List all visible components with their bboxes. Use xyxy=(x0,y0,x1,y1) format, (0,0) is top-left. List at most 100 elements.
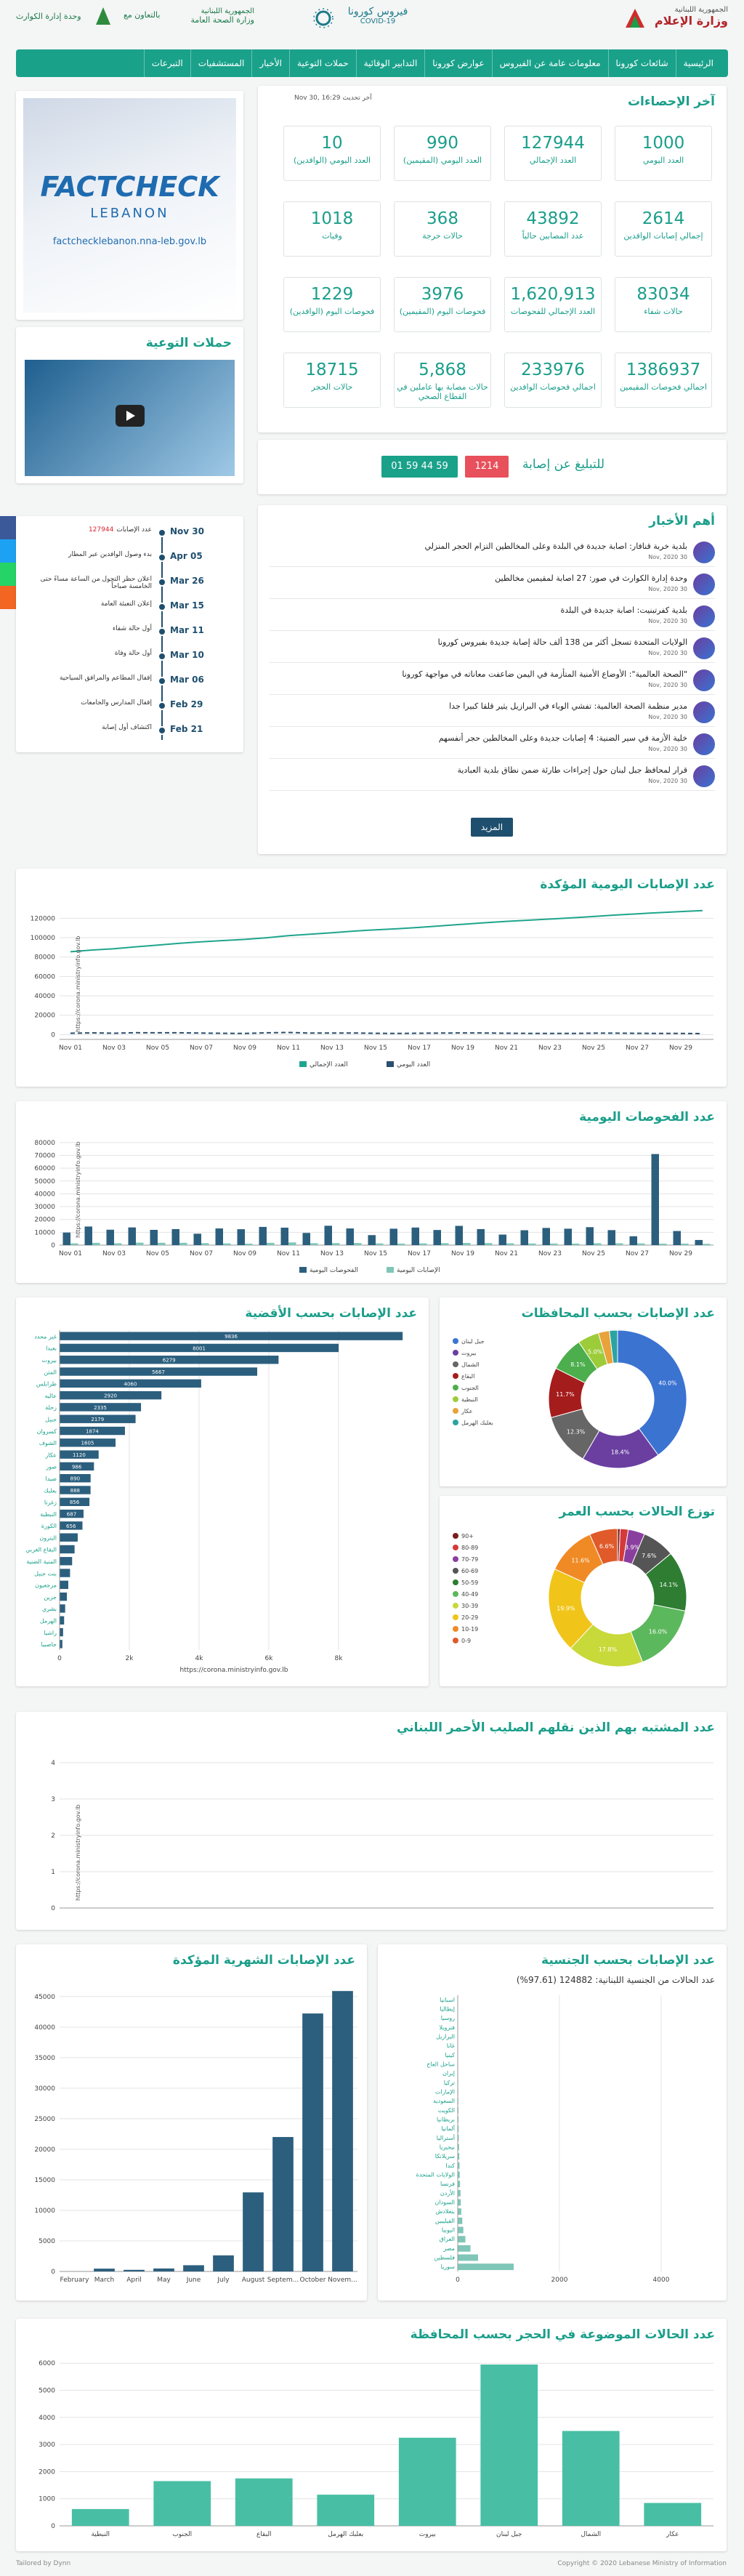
bar xyxy=(60,1569,70,1577)
cooperation: بالتعاون مع xyxy=(124,10,161,20)
nav-item[interactable]: التبرعات xyxy=(143,49,190,77)
nav-item[interactable]: الأخبار xyxy=(251,49,289,77)
news-item[interactable]: وحدة إدارة الكوارث في صور: 27 اصابة لمقي… xyxy=(270,572,715,599)
legend-swatch xyxy=(387,1061,394,1067)
bar xyxy=(458,2208,461,2215)
nav-item[interactable]: شائعات كورونا xyxy=(607,49,676,77)
bar xyxy=(520,1230,528,1245)
timeline-dot xyxy=(158,578,166,587)
bar xyxy=(458,2217,463,2224)
news-item[interactable]: الولايات المتحدة تسجل أكثر من 138 ألف حا… xyxy=(270,636,715,663)
timeline-text: إقفال المطاعم والمرافق السياحية xyxy=(28,675,152,682)
y-tick-label: 1000 xyxy=(39,2496,55,2503)
republic: الجمهورية اللبنانية xyxy=(674,6,728,14)
nav-item[interactable]: المستشفيات xyxy=(190,49,252,77)
news-item[interactable]: بلدية خربة قنافار: اصابة جديدة في البلدة… xyxy=(270,540,715,567)
stat-label: العدد اليومي (المقيمين) xyxy=(403,156,482,165)
bar xyxy=(458,2189,461,2197)
y-tick-label: فلسطين xyxy=(434,2255,455,2261)
news-item[interactable]: قرار لمحافظ جبل لبنان حول إجراءات طارئة … xyxy=(270,764,715,791)
news-item[interactable]: خلية الأزمة في سير الضنية: 4 إصابات جديد… xyxy=(270,732,715,759)
x-tick-label: Nov 15 xyxy=(364,1045,387,1052)
y-tick-label: فنزويلا xyxy=(439,2024,455,2031)
chart-title: عدد الإصابات اليومية المؤكدة xyxy=(540,877,715,892)
news-thumb xyxy=(693,637,715,659)
stat-value: 18715 xyxy=(305,361,359,379)
hotline-button[interactable]: 1214 xyxy=(465,456,509,478)
timeline-date: Feb 21 xyxy=(170,724,203,734)
share-more[interactable] xyxy=(0,586,16,609)
stat-card: 1229 فحوصات اليوم (الوافدين) xyxy=(283,277,381,332)
bar xyxy=(354,1243,362,1245)
line-series xyxy=(70,1031,703,1034)
chart: 0 2000 4000 اسبانيا إيطاليا روسيا فنزويلا البرا… xyxy=(416,1995,670,2284)
news-thumb xyxy=(693,542,715,563)
covid-en: COVID-19 xyxy=(360,17,396,25)
stat-value: 5,868 xyxy=(418,361,466,379)
stat-card: 990 العدد اليومي (المقيمين) xyxy=(394,126,491,181)
news-item[interactable]: "الصحة العالمية": الأوضاع الأمنية المتأز… xyxy=(270,668,715,695)
x-tick-label: Nov 23 xyxy=(538,1045,562,1052)
phone-button[interactable]: 01 59 44 59 xyxy=(381,456,458,478)
play-button[interactable] xyxy=(116,405,145,427)
legend-label: الجنوب xyxy=(461,1385,479,1391)
news-date: 30 Nov, 2020 xyxy=(648,682,687,688)
stat-card: 1,620,913 العدد الإجمالي للفحوصات xyxy=(504,277,602,332)
news-item[interactable]: بلدية كفرتبنيت: اصابة جديدة في البلدة 30 … xyxy=(270,604,715,631)
legend-label: بيروت xyxy=(461,1350,476,1356)
y-tick-label: بنت جبيل xyxy=(34,1570,57,1577)
legend-label: النبطية xyxy=(461,1396,478,1403)
y-tick-label: 5000 xyxy=(39,2238,55,2245)
nav-item[interactable]: التدابير الوقائية xyxy=(355,49,425,77)
x-tick-label: Nov 29 xyxy=(669,1250,692,1257)
bar xyxy=(651,1154,659,1245)
y-tick-label: 70000 xyxy=(34,1152,55,1159)
legend-swatch xyxy=(453,1626,458,1632)
y-tick-label: الكورة xyxy=(41,1523,57,1529)
stat-label: حالات مصابة بها عاملين في القطاع الصحي xyxy=(397,382,488,401)
news-date: 30 Nov, 2020 xyxy=(648,650,687,656)
y-tick-label: غانا xyxy=(447,2042,455,2049)
covid-logo: فيروس كورونا COVID-19 xyxy=(313,6,436,28)
y-tick-label: 40000 xyxy=(34,2024,55,2032)
share-whatsapp[interactable] xyxy=(0,563,16,586)
stat-label: العدد اليومي (الوافدين) xyxy=(293,156,371,165)
y-tick-label: سوريا xyxy=(441,2263,456,2270)
news-title: "الصحة العالمية": الأوضاع الأمنية المتأز… xyxy=(402,669,687,679)
x-tick-label: Nov 09 xyxy=(233,1045,256,1052)
value-label: 1605 xyxy=(81,1441,94,1446)
video-thumbnail[interactable] xyxy=(25,360,235,476)
monthly-panel: عدد الإصابات الشهرية المؤكدة 0 5000 10000 15… xyxy=(16,1944,367,2301)
legend-swatch xyxy=(453,1350,458,1356)
factcheck-brand: FACTCHECK xyxy=(40,171,219,203)
share-facebook[interactable] xyxy=(0,516,16,539)
y-tick-label: جزين xyxy=(44,1594,57,1601)
nav-item[interactable]: الرئيسية xyxy=(675,49,721,77)
bar xyxy=(458,2162,460,2169)
slice-label: 14.1% xyxy=(660,1582,679,1588)
x-tick-label: July xyxy=(217,2277,230,2284)
news-item[interactable]: مدير منظمة الصحة العالمية: تفشي الوباء ف… xyxy=(270,700,715,727)
y-tick-label: إيطاليا xyxy=(440,2006,455,2013)
report-panel: للتبليغ عن إصابة 1214 01 59 44 59 xyxy=(258,440,727,494)
y-tick-label: مرجعيون xyxy=(35,1582,57,1589)
chart-title: عدد الإصابات بحسب المحافظات xyxy=(521,1306,715,1321)
bar xyxy=(259,1226,267,1245)
timeline-label: عدد الإصابات xyxy=(116,526,152,534)
nav-item[interactable]: معلومات عامة عن الفيروس xyxy=(491,49,608,77)
more-button[interactable]: المزيد xyxy=(471,818,513,837)
y-tick-label: الشوف xyxy=(39,1440,57,1446)
bar xyxy=(458,2245,471,2252)
y-tick-label: السعودية xyxy=(433,2098,455,2104)
timeline-label: اكتشاف أول إصابة xyxy=(102,724,152,731)
share-twitter[interactable] xyxy=(0,539,16,563)
bar xyxy=(458,2153,460,2160)
bar xyxy=(60,1509,84,1518)
footer-copyright: Copyright © 2020 Lebanese Ministry of In… xyxy=(557,2560,727,2567)
legend-swatch xyxy=(453,1373,458,1379)
timeline-date: Mar 26 xyxy=(170,576,204,586)
nav-item[interactable]: حملات التوعية xyxy=(289,49,356,77)
bar xyxy=(136,1242,144,1245)
x-tick-label: Nov 17 xyxy=(408,1045,431,1052)
nav-item[interactable]: عوارض كورونا xyxy=(424,49,491,77)
